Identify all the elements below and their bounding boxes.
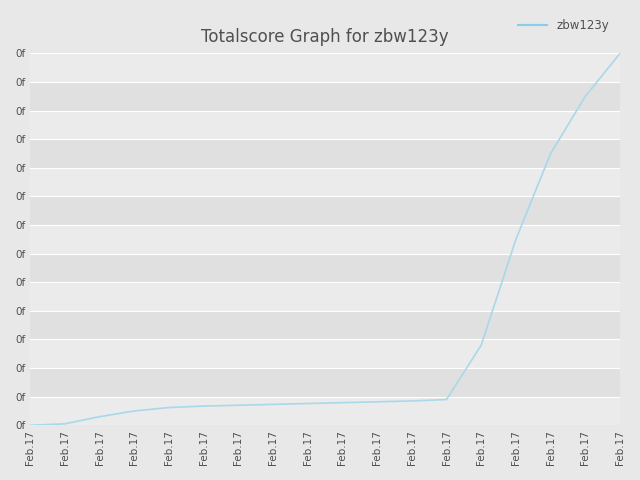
zbw123y	[26, 422, 34, 428]
Bar	[30, 339, 620, 368]
zbw123y	[547, 151, 554, 156]
Bar	[30, 168, 620, 196]
Legend: zbw123y: zbw123y	[513, 15, 614, 37]
Bar	[30, 53, 620, 82]
Bar	[30, 368, 620, 396]
Title: Totalscore Graph for zbw123y: Totalscore Graph for zbw123y	[201, 28, 449, 47]
Bar	[30, 111, 620, 139]
Bar	[30, 139, 620, 168]
zbw123y	[131, 408, 138, 414]
zbw123y	[477, 342, 485, 348]
zbw123y	[408, 398, 415, 404]
zbw123y	[95, 414, 103, 420]
zbw123y	[61, 421, 68, 427]
Bar	[30, 282, 620, 311]
Bar	[30, 396, 620, 425]
zbw123y	[200, 403, 207, 409]
zbw123y	[512, 237, 520, 242]
Bar	[30, 253, 620, 282]
Bar	[30, 225, 620, 253]
zbw123y	[373, 399, 381, 405]
zbw123y	[165, 405, 173, 410]
Bar	[30, 196, 620, 225]
zbw123y	[269, 401, 277, 407]
zbw123y	[443, 396, 451, 402]
zbw123y	[304, 401, 312, 407]
Bar	[30, 311, 620, 339]
Line: zbw123y: zbw123y	[30, 53, 620, 425]
zbw123y	[616, 50, 624, 56]
zbw123y	[339, 400, 346, 406]
zbw123y	[582, 94, 589, 99]
Bar	[30, 82, 620, 111]
zbw123y	[234, 402, 242, 408]
